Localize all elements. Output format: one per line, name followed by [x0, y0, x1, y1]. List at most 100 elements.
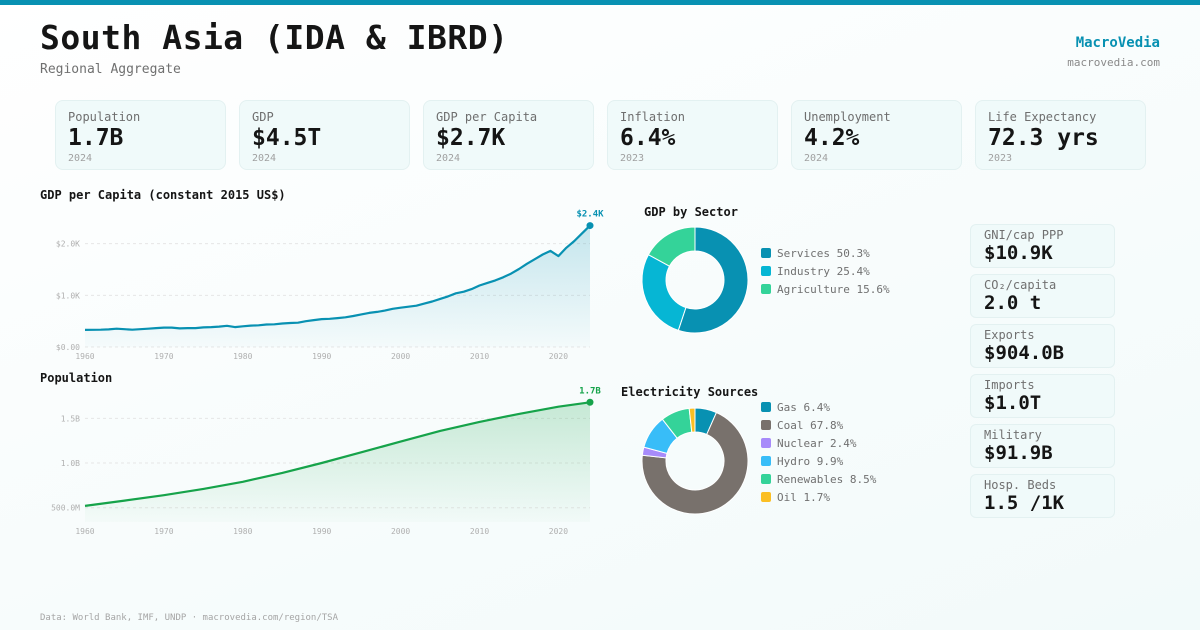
x-tick-label: 1960: [75, 527, 94, 536]
stat-value: 6.4%: [620, 125, 676, 151]
x-tick-label: 1990: [312, 527, 331, 536]
population-chart: 500.0M 1.0B 1.5B 1960 1970 1980 1990 2000 2010 20…: [51, 386, 601, 536]
stat-value: $4.5T: [252, 125, 322, 151]
legend-swatch: [761, 456, 771, 466]
legend-swatch: [761, 438, 771, 448]
stat-card-inflation: Inflation 6.4% 2023: [607, 100, 778, 170]
gdp-sector-donut: [641, 226, 749, 334]
legend-swatch: [761, 402, 771, 412]
gdp-per-capita-chart-title: GDP per Capita (constant 2015 US$): [40, 188, 286, 202]
area-fill: [85, 402, 590, 522]
brand-logo[interactable]: MacroVedia: [1075, 35, 1160, 51]
accent-bar: [0, 0, 1200, 5]
side-stat-value: $10.9K: [984, 242, 1053, 264]
side-stat-value: 1.5 /1K: [984, 492, 1065, 514]
brand-url[interactable]: macrovedia.com: [1067, 56, 1160, 69]
end-point-marker: [586, 222, 594, 230]
stat-label: GDP per Capita: [436, 110, 538, 124]
stat-label: Life Expectancy: [988, 110, 1097, 124]
x-tick-label: 1990: [312, 352, 331, 361]
side-stat-label: GNI/cap PPP: [984, 228, 1064, 242]
legend-label: Coal 67.8%: [777, 418, 844, 432]
legend-item-services: Services 50.3%: [761, 244, 890, 262]
x-tick-label: 2010: [470, 527, 489, 536]
side-stat-value: $904.0B: [984, 342, 1065, 364]
electricity-chart-title: Electricity Sources: [621, 385, 759, 399]
legend-label: Gas 6.4%: [777, 400, 830, 414]
side-stat-label: Exports: [984, 328, 1035, 342]
electricity-legend: Gas 6.4% Coal 67.8% Nuclear 2.4% Hydro 9.9%…: [761, 398, 876, 506]
side-card-gni-ppp: GNI/cap PPP $10.9K: [970, 224, 1115, 268]
legend-item-gas: Gas 6.4%: [761, 398, 876, 416]
legend-swatch: [761, 474, 771, 484]
stat-year: 2024: [436, 153, 461, 164]
x-tick-label: 1980: [233, 527, 252, 536]
legend-item-industry: Industry 25.4%: [761, 262, 890, 280]
y-tick-label: $1.0K: [56, 291, 80, 300]
legend-swatch: [761, 284, 771, 294]
legend-swatch: [761, 420, 771, 430]
x-tick-label: 2000: [391, 352, 410, 361]
donut-slice-coal: [641, 411, 749, 515]
legend-label: Industry 25.4%: [777, 264, 870, 278]
legend-swatch: [761, 492, 771, 502]
electricity-donut: [641, 407, 749, 515]
stat-value: $2.7K: [436, 125, 506, 151]
legend-item-hydro: Hydro 9.9%: [761, 452, 876, 470]
stat-card-life-expectancy: Life Expectancy 72.3 yrs 2023: [975, 100, 1146, 170]
end-value-label: $2.4K: [576, 210, 604, 220]
legend-label: Agriculture 15.6%: [777, 282, 890, 296]
legend-item-nuclear: Nuclear 2.4%: [761, 434, 876, 452]
y-tick-label: 500.0M: [51, 504, 80, 513]
gdp-sector-chart-title: GDP by Sector: [644, 205, 738, 219]
end-value-label: 1.7B: [579, 386, 601, 396]
stat-year: 2023: [620, 153, 645, 164]
donut-slice-industry: [641, 254, 687, 331]
series-line: [84, 401, 591, 507]
x-tick-label: 1980: [233, 352, 252, 361]
series-line: [84, 224, 591, 331]
legend-swatch: [761, 248, 771, 258]
side-card-hospital-beds: Hosp. Beds 1.5 /1K: [970, 474, 1115, 518]
side-card-military: Military $91.9B: [970, 424, 1115, 468]
legend-label: Nuclear 2.4%: [777, 436, 857, 450]
y-tick-label: 1.5B: [61, 414, 80, 423]
y-tick-label: 1.0B: [61, 459, 80, 468]
donut-slice-agriculture: [647, 226, 696, 267]
side-card-exports: Exports $904.0B: [970, 324, 1115, 368]
population-chart-title: Population: [40, 371, 113, 385]
gdp-sector-legend: Services 50.3% Industry 25.4% Agriculture …: [761, 244, 890, 298]
x-tick-label: 2000: [391, 527, 410, 536]
page-title: South Asia (IDA & IBRD): [40, 18, 509, 57]
area-fill: [85, 225, 590, 347]
stat-card-gdp-per-capita: GDP per Capita $2.7K 2024: [423, 100, 594, 170]
stat-year: 2023: [988, 153, 1013, 164]
legend-item-oil: Oil 1.7%: [761, 488, 876, 506]
legend-item-renewables: Renewables 8.5%: [761, 470, 876, 488]
stat-year: 2024: [252, 153, 277, 164]
legend-label: Renewables 8.5%: [777, 472, 877, 486]
donut-slice-services: [677, 226, 749, 334]
side-stat-value: 2.0 t: [984, 292, 1042, 314]
side-card-imports: Imports $1.0T: [970, 374, 1115, 418]
x-tick-label: 1970: [154, 352, 173, 361]
side-stat-label: CO₂/capita: [984, 278, 1057, 292]
page-subtitle: Regional Aggregate: [40, 62, 181, 77]
side-card-co2: CO₂/capita 2.0 t: [970, 274, 1115, 318]
legend-label: Oil 1.7%: [777, 490, 830, 504]
legend-item-coal: Coal 67.8%: [761, 416, 876, 434]
stat-value: 72.3 yrs: [988, 125, 1099, 151]
donut-slice-oil: [688, 407, 696, 433]
x-tick-label: 2020: [549, 352, 568, 361]
stat-cards: Population 1.7B 2024 GDP $4.5T 2024 GDP …: [55, 100, 1146, 170]
footer-source: Data: World Bank, IMF, UNDP · macrovedia…: [40, 613, 339, 623]
y-tick-label: $0.00: [56, 343, 80, 352]
side-stat-value: $1.0T: [984, 392, 1042, 414]
side-stat-cards: GNI/cap PPP $10.9K CO₂/capita 2.0 t Expo…: [970, 224, 1115, 518]
stat-year: 2024: [804, 153, 829, 164]
stat-card-unemployment: Unemployment 4.2% 2024: [791, 100, 962, 170]
side-stat-label: Military: [984, 428, 1042, 442]
end-point-marker: [586, 398, 594, 406]
stat-value: 4.2%: [804, 125, 860, 151]
stat-year: 2024: [68, 153, 93, 164]
